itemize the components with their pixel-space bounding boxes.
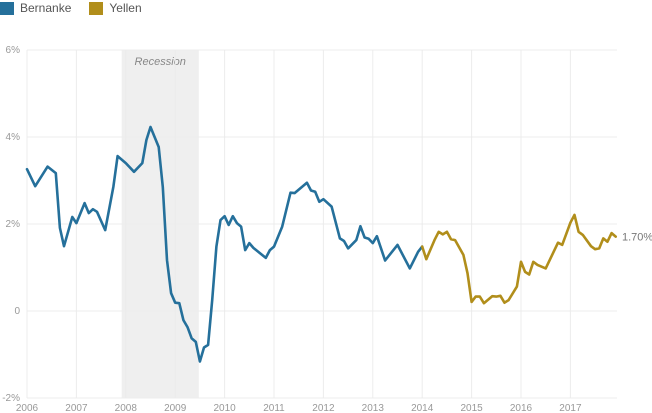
legend-swatch-bernanke (0, 1, 14, 15)
x-tick-label: 2009 (164, 403, 187, 413)
legend: Bernanke Yellen (0, 0, 160, 16)
y-tick-label: -2% (2, 393, 20, 404)
x-tick-label: 2017 (559, 403, 582, 413)
x-tick-label: 2013 (362, 403, 385, 413)
legend-swatch-yellen (89, 1, 104, 15)
y-tick-label: 6% (6, 45, 21, 56)
y-tick-label: 2% (6, 219, 21, 230)
recession-label: Recession (135, 56, 186, 68)
legend-label-yellen: Yellen (109, 1, 142, 15)
legend-label-bernanke: Bernanke (20, 1, 72, 15)
y-tick-label: 4% (6, 132, 21, 143)
series-line-yellen (420, 213, 617, 305)
x-tick-label: 2008 (115, 403, 138, 413)
x-tick-label: 2015 (460, 403, 483, 413)
series-line-bernanke (25, 125, 424, 363)
x-tick-label: 2010 (213, 403, 236, 413)
x-tick-label: 2011 (263, 403, 285, 413)
y-tick-label: 0 (14, 306, 20, 317)
x-tick-label: 2007 (65, 403, 88, 413)
legend-item-bernanke[interactable]: Bernanke (0, 1, 71, 15)
x-tick-label: 2012 (312, 403, 335, 413)
x-tick-label: 2006 (16, 403, 39, 413)
x-tick-label: 2016 (510, 403, 533, 413)
legend-item-yellen[interactable]: Yellen (89, 1, 142, 15)
x-tick-label: 2014 (411, 403, 434, 413)
end-value-label: 1.70% (622, 232, 652, 244)
